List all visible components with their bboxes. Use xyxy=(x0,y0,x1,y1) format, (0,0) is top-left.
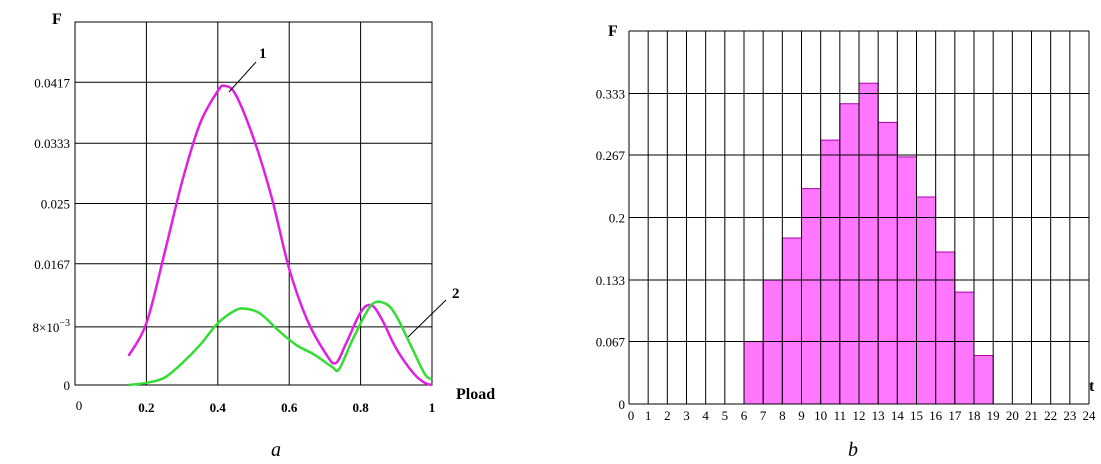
x-tick-label-b: 21 xyxy=(1025,408,1038,423)
x-tick-label-a: 1 xyxy=(429,400,436,415)
y-tick-label-a: 8×10−3 xyxy=(33,318,70,335)
grid-b xyxy=(628,30,1090,405)
series-annotations-a: 12 xyxy=(228,46,460,338)
x-tick-label-b: 8 xyxy=(779,408,786,423)
x-tick-label-a: 0.4 xyxy=(210,400,227,415)
y-tick-label-a: 0 xyxy=(64,378,71,393)
x-tick-label-b: 15 xyxy=(910,408,923,423)
y-tick-label-b: 0.267 xyxy=(596,148,626,163)
bar xyxy=(801,188,822,405)
series-annotation-2: 2 xyxy=(452,286,460,302)
y-tick-label-b: 0 xyxy=(619,397,626,412)
panel-label-b: b xyxy=(848,439,858,461)
panel-label-a: a xyxy=(271,439,281,461)
x-tick-label-a: 0.8 xyxy=(352,400,369,415)
bar xyxy=(743,341,764,405)
annotation-leader-1 xyxy=(228,61,257,93)
x-tick-label-b: 11 xyxy=(834,408,847,423)
grid-a xyxy=(74,21,433,386)
y-axis-label-a: F xyxy=(52,11,62,28)
x-tick-label-b: 14 xyxy=(891,408,905,423)
x-tick-label-b: 2 xyxy=(664,408,671,423)
x-tick-label-b: 19 xyxy=(987,408,1000,423)
bar xyxy=(820,139,841,405)
x-tick-label-b: 24 xyxy=(1083,408,1097,423)
x-tick-label-b: 18 xyxy=(968,408,981,423)
bar xyxy=(858,82,879,405)
bar xyxy=(973,355,994,405)
x-tick-label-b: 13 xyxy=(872,408,885,423)
x-tick-label-b: 16 xyxy=(929,408,943,423)
y-axis-label-b: F xyxy=(608,23,618,40)
x-tick-label-b: 3 xyxy=(683,408,690,423)
x-ticks-b: 0 1 2 3 4 5 6 7 8 9 10 11 12 13 14 15 16 17 18 19 20 21 22 23 24 xyxy=(628,408,1096,423)
x-tick-label-b: 5 xyxy=(722,408,729,423)
x-tick-label-b: 7 xyxy=(760,408,767,423)
y-tick-label-a: 0.0417 xyxy=(34,75,70,90)
y-tick-label-b: 0.067 xyxy=(596,335,626,350)
annotation-leader-2 xyxy=(407,299,447,338)
x-tick-label-b: 10 xyxy=(814,408,827,423)
x-tick-label-b: 23 xyxy=(1063,408,1076,423)
x-axis-label-a: Pload xyxy=(456,386,495,403)
x-tick-label-b: 4 xyxy=(702,408,709,423)
bar xyxy=(877,121,898,405)
bar xyxy=(954,291,975,405)
y-tick-label-a: 0.0333 xyxy=(34,136,70,151)
x-tick-label-b: 12 xyxy=(853,408,866,423)
y-tick-label-a: 0.025 xyxy=(41,197,70,212)
series-a xyxy=(127,84,433,387)
y-tick-label-b: 0.333 xyxy=(596,86,625,101)
x-tick-label-a: 0.6 xyxy=(281,400,298,415)
x-tick-label-b: 9 xyxy=(798,408,805,423)
chart-panel-a: 0 8×10−3 0.0167 0.025 0.0333 0.0417 0 0.2 0.4 0.… xyxy=(33,11,496,461)
x-tick-label-b: 1 xyxy=(645,408,652,423)
x-tick-label-b: 0 xyxy=(628,408,635,423)
x-axis-label-b: t xyxy=(1089,378,1095,395)
y-ticks-b: 0 0.067 0.133 0.2 0.267 0.333 xyxy=(596,86,626,412)
bar xyxy=(781,237,802,405)
y-ticks-a: 0 8×10−3 0.0167 0.025 0.0333 0.0417 xyxy=(33,75,71,393)
bar xyxy=(916,196,937,405)
series-line-1 xyxy=(127,84,433,387)
bar xyxy=(935,251,956,405)
series-annotation-1: 1 xyxy=(259,46,267,62)
bar xyxy=(839,103,860,405)
x-tick-label-b: 20 xyxy=(1006,408,1019,423)
x-tick-label-a: 0.2 xyxy=(138,400,154,415)
series-line-2 xyxy=(128,300,433,387)
x-tick-label-a: 0 xyxy=(76,398,83,413)
y-tick-label-b: 0.2 xyxy=(609,211,625,226)
x-tick-label-b: 17 xyxy=(948,408,962,423)
x-tick-label-b: 6 xyxy=(741,408,748,423)
y-tick-label-a: 0.0167 xyxy=(34,257,70,272)
x-tick-label-b: 22 xyxy=(1044,408,1057,423)
y-tick-label-b: 0.133 xyxy=(596,273,625,288)
x-ticks-a: 0 0.2 0.4 0.6 0.8 1 xyxy=(76,398,436,415)
bars-b xyxy=(743,82,994,405)
